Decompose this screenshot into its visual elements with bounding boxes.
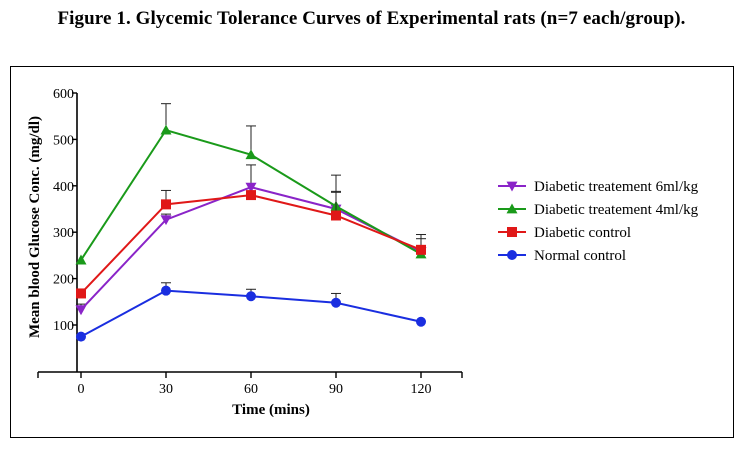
data-point [75, 254, 87, 265]
y-axis-label: Mean blood Glucose Conc. (mg/dl) [27, 116, 43, 338]
data-point [416, 244, 426, 255]
data-point [416, 316, 426, 327]
data-point [75, 305, 87, 316]
legend-marker [506, 181, 518, 192]
data-point [161, 285, 171, 296]
series-line [80, 194, 422, 295]
y-tick-label: 300 [53, 226, 74, 241]
data-point [161, 199, 171, 210]
data-point [331, 210, 341, 221]
y-tick-label: 100 [53, 319, 74, 334]
legend-entry: Diabetic treatement 4ml/kg [534, 202, 699, 218]
x-tick-label: 30 [159, 382, 173, 397]
x-tick-label: 90 [329, 382, 343, 397]
x-tick-label: 60 [244, 382, 258, 397]
legend: Diabetic treatement 6ml/kg Diabetic treat… [498, 179, 699, 264]
series-2 [76, 189, 426, 299]
y-tick-label: 200 [53, 273, 74, 288]
legend-entry: Diabetic treatement 6ml/kg [534, 179, 699, 195]
figure-caption: Figure 1. Glycemic Tolerance Curves of E… [57, 8, 686, 29]
data-point [160, 215, 172, 226]
data-point [76, 331, 86, 342]
data-point [246, 190, 256, 201]
y-tick-label: 500 [53, 133, 74, 148]
data-point [245, 182, 257, 193]
y-tick-label: 600 [53, 87, 74, 102]
data-point [245, 149, 257, 160]
legend-marker [507, 250, 517, 260]
legend-entry: Diabetic control [534, 225, 631, 241]
legend-marker [507, 227, 517, 237]
data-point [160, 124, 172, 135]
series-3 [76, 282, 426, 342]
data-point [331, 297, 341, 308]
data-point [246, 291, 256, 302]
legend-entry: Normal control [534, 248, 626, 264]
x-tick-label: 120 [411, 382, 432, 397]
x-axis-label: Time (mins) [232, 402, 310, 418]
legend-marker [506, 203, 518, 214]
axes: 100 200 300 400 500 600 0 30 60 90 120 [37, 87, 463, 397]
chart-frame [10, 66, 734, 438]
data-point [76, 288, 86, 299]
y-tick-label: 400 [53, 180, 74, 195]
x-tick-label: 0 [78, 382, 85, 397]
plot-area [75, 103, 427, 342]
